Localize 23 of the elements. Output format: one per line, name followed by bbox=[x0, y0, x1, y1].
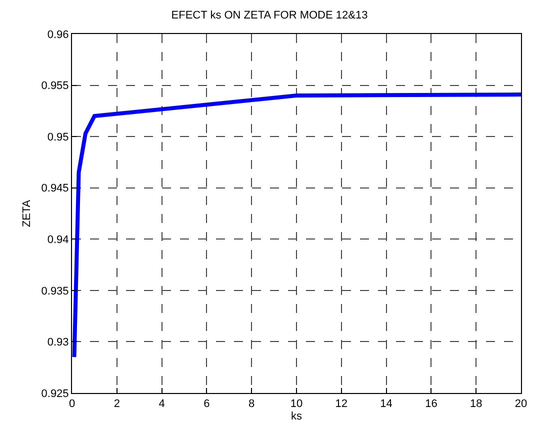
y-tick-label: 0.96 bbox=[47, 28, 69, 41]
chart-title: EFECT ks ON ZETA FOR MODE 12&13 bbox=[171, 10, 368, 22]
x-tick-label: 12 bbox=[335, 398, 348, 410]
x-tick-label: 2 bbox=[114, 398, 120, 410]
x-tick-label: 20 bbox=[514, 398, 528, 410]
y-tick-label: 0.93 bbox=[47, 336, 69, 349]
x-tick-label: 14 bbox=[380, 398, 392, 410]
x-tick-label: 4 bbox=[158, 398, 165, 410]
y-axis-title: ZETA bbox=[20, 199, 33, 228]
x-tick-label: 10 bbox=[290, 398, 303, 410]
x-tick-label: 6 bbox=[204, 398, 210, 410]
x-tick-label: 0 bbox=[68, 398, 76, 410]
x-axis-title: ks bbox=[291, 410, 302, 422]
x-tick-label: 16 bbox=[425, 398, 438, 410]
y-tick-label: 0.925 bbox=[41, 388, 69, 400]
x-tick-label: 18 bbox=[470, 398, 482, 410]
line-series bbox=[72, 92, 521, 360]
y-tick-label: 0.945 bbox=[41, 182, 69, 195]
x-tick-label: 8 bbox=[248, 398, 255, 410]
y-tick-label: 0.955 bbox=[41, 80, 69, 92]
y-tick-label: 0.94 bbox=[47, 234, 69, 246]
y-tick-label: 0.95 bbox=[47, 131, 69, 144]
y-tick-label: 0.935 bbox=[41, 285, 69, 298]
